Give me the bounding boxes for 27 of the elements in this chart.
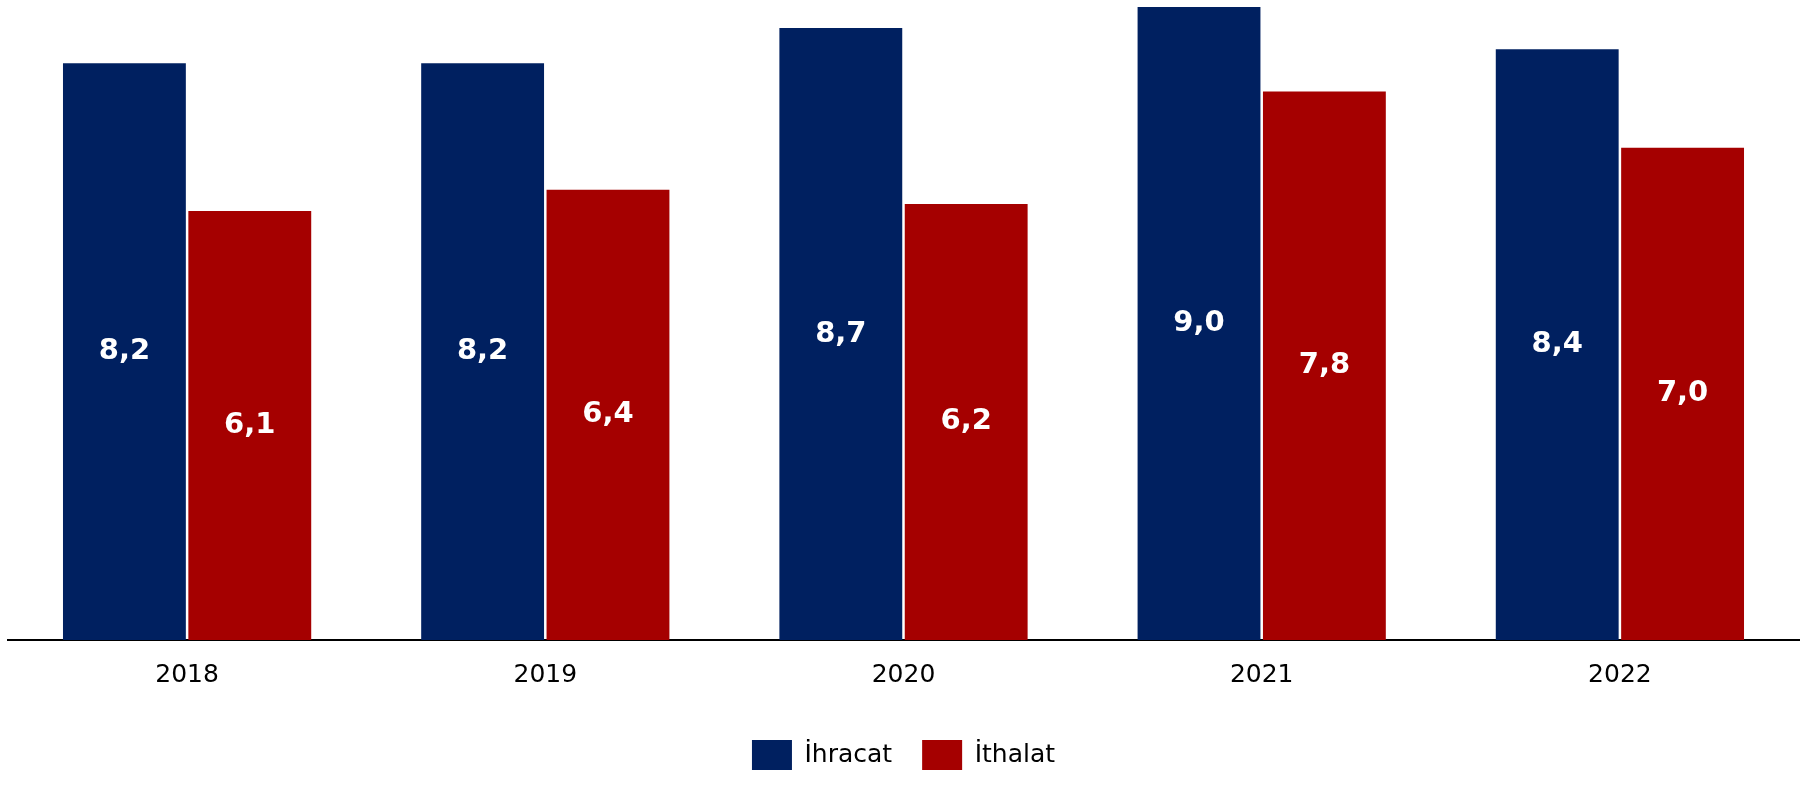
bar bbox=[1262, 91, 1386, 640]
x-tick-label: 2020 bbox=[871, 658, 936, 688]
bar bbox=[1495, 49, 1619, 640]
data-label: 6,1 bbox=[224, 406, 276, 441]
data-label: 8,2 bbox=[456, 332, 509, 367]
legend-label: İhracat bbox=[804, 738, 893, 768]
data-label: 9,0 bbox=[1173, 304, 1225, 339]
bar bbox=[904, 203, 1028, 640]
bar bbox=[1621, 147, 1745, 640]
bar bbox=[779, 28, 903, 640]
legend-label: İthalat bbox=[974, 738, 1056, 768]
bar bbox=[1137, 7, 1261, 640]
bar bbox=[546, 189, 670, 640]
data-label: 8,7 bbox=[815, 314, 867, 349]
data-label: 8,2 bbox=[98, 332, 151, 367]
data-label: 8,4 bbox=[1531, 325, 1583, 360]
x-tick-label: 2021 bbox=[1229, 658, 1294, 688]
bar bbox=[62, 63, 186, 640]
x-tick-label: 2018 bbox=[155, 658, 219, 688]
bar bbox=[188, 210, 312, 640]
x-tick-label: 2019 bbox=[513, 658, 578, 688]
data-label: 6,2 bbox=[940, 402, 992, 437]
bar bbox=[421, 63, 545, 640]
x-tick-label: 2022 bbox=[1588, 658, 1652, 688]
data-label: 6,4 bbox=[582, 395, 634, 430]
data-label: 7,0 bbox=[1656, 374, 1709, 409]
data-label: 7,8 bbox=[1298, 346, 1351, 381]
